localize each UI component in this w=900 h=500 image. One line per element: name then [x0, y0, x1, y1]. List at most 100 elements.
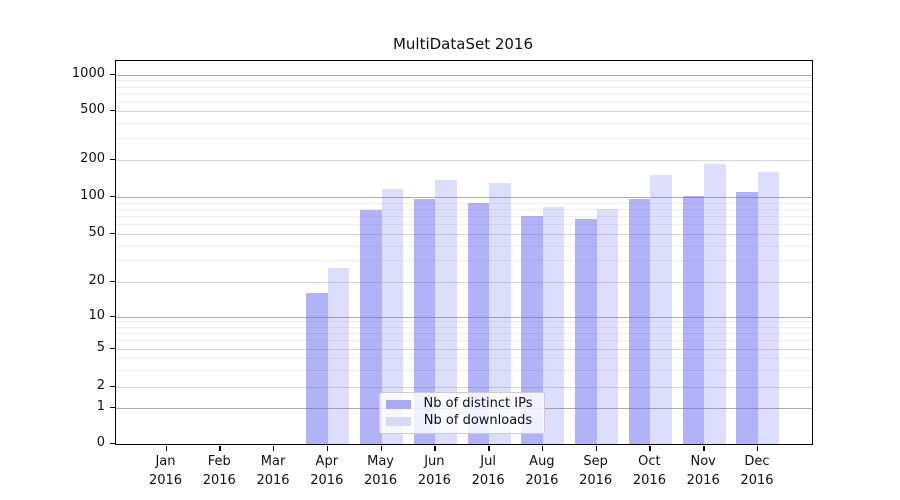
x-axis-tick [380, 446, 382, 451]
bar-may-downloads [381, 189, 404, 444]
month-label: Dec [744, 454, 770, 469]
gridline-1000 [116, 75, 812, 76]
y-axis-tick [110, 315, 115, 317]
legend-label: Nb of distinct IPs [423, 396, 533, 411]
year-label: 2016 [364, 473, 398, 488]
month-label: Feb [207, 454, 231, 469]
gridline-5 [116, 349, 812, 350]
y-axis-label: 1 [96, 399, 105, 414]
chart-title: MultiDataSet 2016 [392, 35, 534, 53]
x-axis-tick [326, 446, 329, 451]
gridline-200 [116, 159, 812, 161]
y-axis-label: 200 [80, 150, 105, 166]
x-axis-label-mar: Mar 2016 [245, 452, 301, 490]
legend-label: Nb of downloads [423, 413, 533, 428]
x-axis-label-apr: Apr 2016 [299, 452, 355, 490]
minor-gridline [116, 216, 812, 218]
x-axis-label-sep: Sep 2016 [568, 452, 624, 490]
x-axis-tick [434, 446, 436, 451]
x-axis-label-may: May 2016 [353, 452, 409, 490]
gridline-10 [116, 316, 812, 318]
x-axis-tick [541, 446, 544, 451]
month-label: Nov [690, 454, 716, 469]
bar-nov-distinct-ips [682, 196, 705, 444]
minor-gridline [116, 245, 812, 247]
month-label: May [367, 454, 395, 469]
y-axis-tick [110, 443, 115, 445]
minor-gridline [116, 321, 812, 323]
minor-gridline [116, 370, 812, 372]
month-label: Sep [583, 454, 608, 469]
legend: Nb of distinct IPs Nb of downloads [379, 392, 545, 434]
y-axis-tick [110, 74, 115, 76]
y-axis-label: 1000 [71, 66, 105, 81]
year-label: 2016 [525, 473, 559, 488]
y-axis-label: 0 [96, 435, 105, 450]
bar-nov-downloads [704, 163, 726, 444]
year-label: 2016 [417, 473, 451, 488]
month-label: Aug [529, 454, 555, 469]
month-label: Oct [638, 454, 661, 469]
y-axis-tick [110, 386, 115, 388]
minor-gridline [116, 80, 812, 82]
x-axis-label-jun: Jun 2016 [406, 452, 462, 490]
year-label: 2016 [148, 473, 183, 488]
gridline-2 [116, 387, 812, 388]
bar-oct-distinct-ips [628, 199, 651, 444]
minor-gridline [116, 86, 812, 88]
minor-gridline [116, 202, 812, 204]
x-axis-tick [165, 446, 167, 451]
year-label: 2016 [310, 473, 344, 488]
minor-gridline [116, 93, 812, 95]
x-axis-label-nov: Nov 2016 [675, 452, 731, 490]
gridline-100 [116, 197, 812, 198]
y-axis-label: 5 [96, 340, 105, 355]
y-axis-tick [110, 280, 115, 282]
bar-aug-distinct-ips [521, 216, 543, 444]
minor-gridline [116, 122, 812, 124]
bar-may-distinct-ips [360, 210, 382, 444]
minor-gridline [116, 138, 812, 140]
y-axis-label: 20 [88, 272, 105, 288]
legend-row: Nb of downloads [386, 414, 536, 428]
bar-jul-downloads [489, 182, 511, 444]
legend-row: Nb of distinct IPs [386, 397, 536, 411]
month-label: Jun [424, 454, 445, 469]
y-axis-label: 50 [88, 225, 105, 240]
bar-apr-distinct-ips [306, 292, 328, 444]
x-axis-label-dec: Dec 2016 [729, 452, 785, 490]
minor-gridline [116, 224, 812, 226]
gridline-50 [116, 234, 812, 235]
x-axis-tick [219, 446, 221, 451]
minor-gridline [116, 208, 812, 210]
x-axis-tick [703, 446, 705, 451]
x-axis-tick [595, 446, 598, 451]
minor-gridline [116, 340, 812, 342]
year-label: 2016 [256, 473, 290, 488]
legend-swatch [386, 416, 411, 426]
x-axis-tick [488, 446, 490, 451]
y-axis-tick [110, 348, 115, 350]
month-label: Jan [155, 454, 176, 469]
year-label: 2016 [471, 473, 505, 488]
x-axis-tick [649, 446, 651, 451]
bar-jun-downloads [435, 179, 457, 444]
x-axis-label-oct: Oct 2016 [621, 452, 677, 490]
x-axis-label-feb: Feb 2016 [191, 452, 247, 490]
y-axis-label: 100 [80, 188, 105, 203]
month-label: Apr [315, 454, 339, 469]
year-label: 2016 [632, 473, 666, 488]
y-axis-tick [110, 196, 115, 198]
y-axis-label: 2 [96, 378, 105, 393]
bar-jul-distinct-ips [467, 202, 490, 444]
y-axis-tick [110, 407, 115, 409]
bar-dec-distinct-ips [736, 191, 758, 444]
month-label: Mar [260, 454, 286, 469]
year-label: 2016 [202, 473, 236, 488]
plot-area [115, 60, 813, 445]
y-axis-tick [110, 233, 115, 235]
legend-swatch [386, 399, 411, 409]
minor-gridline [116, 326, 812, 328]
y-axis-tick [110, 158, 115, 160]
